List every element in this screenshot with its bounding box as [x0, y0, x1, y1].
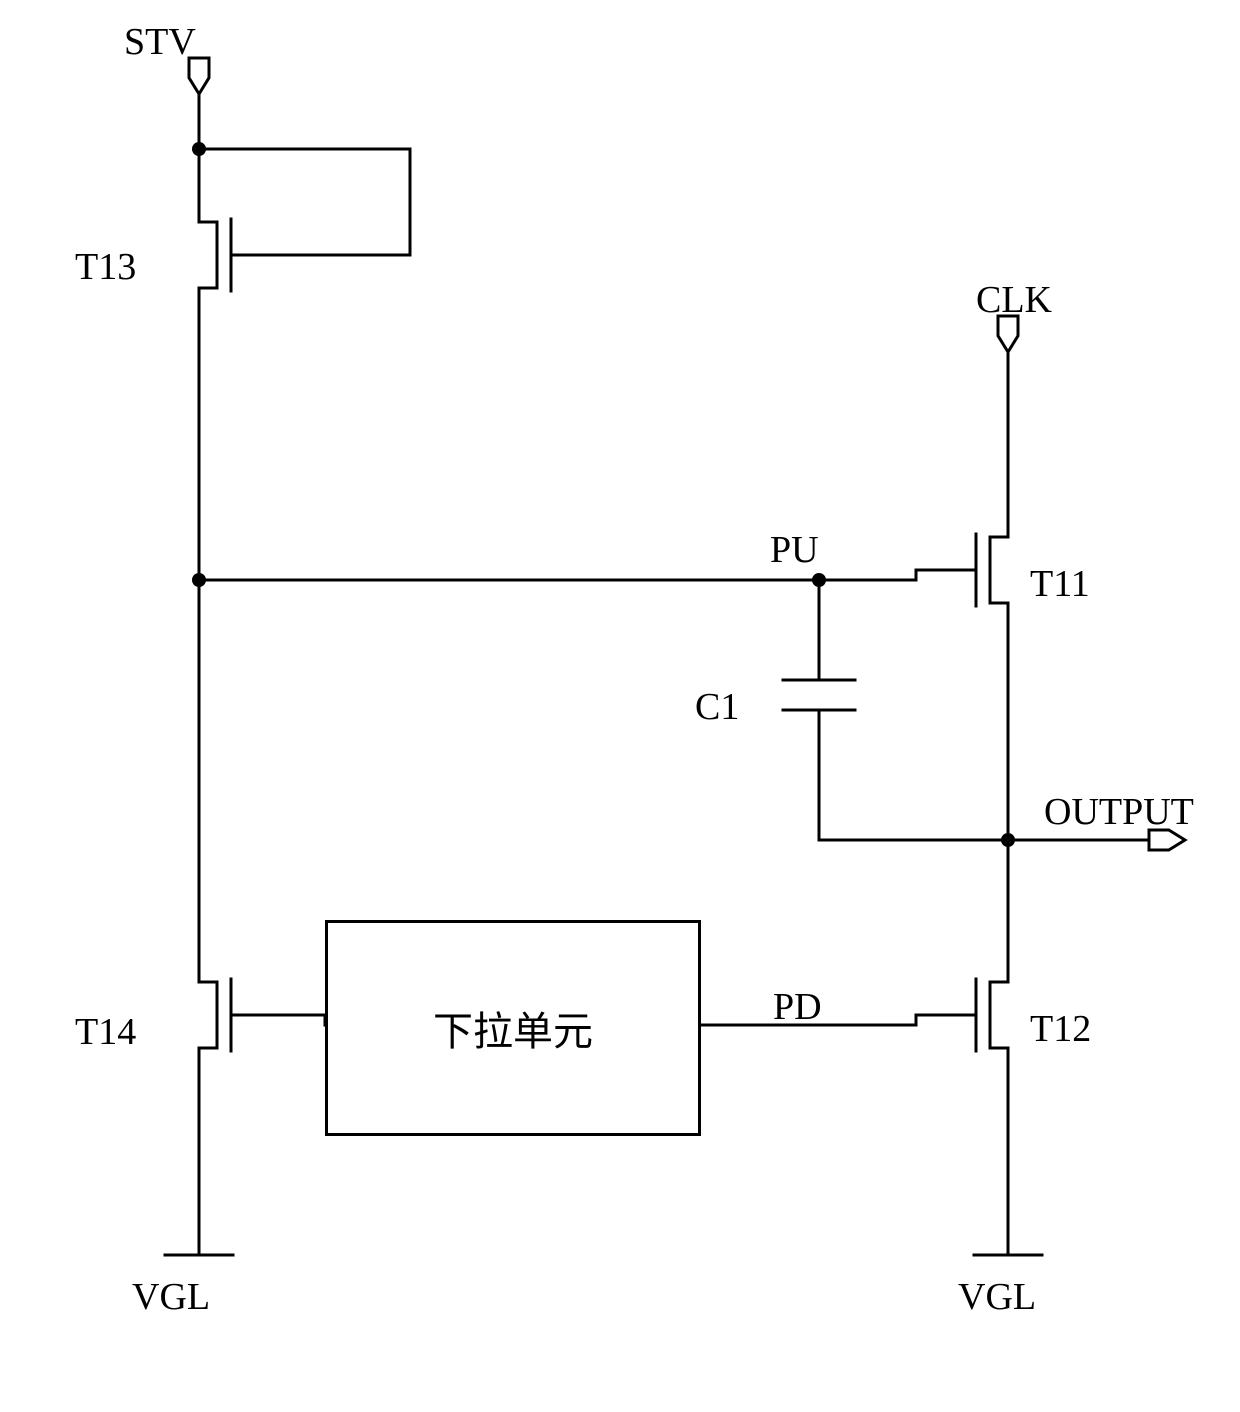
label-pd: PD [773, 985, 822, 1029]
label-clk: CLK [976, 278, 1052, 322]
pulldown-unit-block: 下拉单元 [325, 920, 701, 1136]
label-t11: T11 [1030, 562, 1090, 606]
label-t14: T14 [75, 1010, 136, 1054]
pulldown-unit-label: 下拉单元 [433, 999, 593, 1057]
label-output: OUTPUT [1044, 790, 1194, 834]
label-vgl-right: VGL [958, 1275, 1036, 1319]
label-vgl-left: VGL [132, 1275, 210, 1319]
label-stv: STV [124, 20, 196, 64]
label-t12: T12 [1030, 1007, 1091, 1051]
label-pu: PU [770, 528, 819, 572]
label-c1: C1 [695, 685, 739, 729]
label-t13: T13 [75, 245, 136, 289]
